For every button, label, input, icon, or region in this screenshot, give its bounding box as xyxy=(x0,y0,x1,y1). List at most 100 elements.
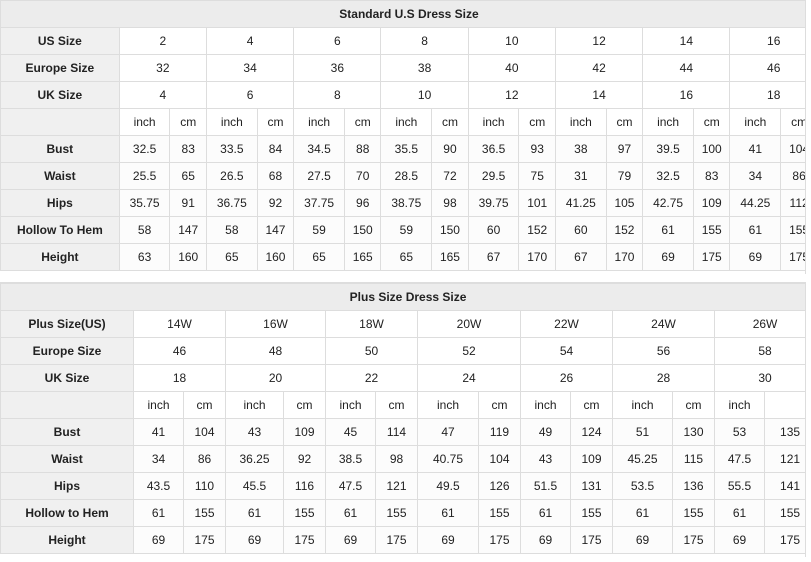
measurement-cell: 126 xyxy=(478,472,521,500)
measurement-cell: 68 xyxy=(256,162,295,190)
measurement-cell: 104 xyxy=(183,418,226,446)
measurement-cell: 63 xyxy=(118,243,171,271)
row-label: UK Size xyxy=(0,364,134,392)
measurement-cell: 136 xyxy=(672,472,715,500)
measurement-cell: 175 xyxy=(570,526,613,554)
row-label: Hollow To Hem xyxy=(0,216,120,244)
measurement-row: Height 69 175 69 175 69 175 69 175 69 175 69 175 69 17… xyxy=(0,526,805,554)
unit-header: inch xyxy=(225,391,284,419)
measurement-cell: 38.75 xyxy=(380,189,433,217)
size-row: US Size 2 4 6 8 10 12 14 16 xyxy=(0,27,805,55)
measurement-cell: 170 xyxy=(605,243,644,271)
measurement-cell: 175 xyxy=(478,526,521,554)
measurement-cell: 101 xyxy=(518,189,556,217)
row-label: Height xyxy=(0,243,120,271)
unit-header: cm xyxy=(169,108,207,136)
measurement-cell: 38 xyxy=(554,135,607,163)
measurement-cell: 61 xyxy=(520,499,571,527)
size-cell: 10 xyxy=(467,27,556,55)
size-cell: 36 xyxy=(293,54,382,82)
row-label: Europe Size xyxy=(0,337,134,365)
size-cell: 34 xyxy=(205,54,295,82)
unit-header: cm xyxy=(605,108,644,136)
measurement-cell: 39.75 xyxy=(467,189,520,217)
measurement-cell: 69 xyxy=(520,526,571,554)
measurement-row: Hollow To Hem 58 147 58 147 59 150 59 150 60 152 60… xyxy=(0,216,805,244)
size-cell: 26W xyxy=(713,310,805,338)
size-cell: 6 xyxy=(205,81,295,109)
measurement-cell: 175 xyxy=(780,243,805,271)
size-cell: 12 xyxy=(467,81,556,109)
plus-size-table: Plus Size Dress Size Plus Size(US) 14W 16W 1… xyxy=(0,283,805,554)
row-label: Height xyxy=(0,526,134,554)
measurement-cell: 90 xyxy=(431,135,469,163)
size-cell: 4 xyxy=(118,81,207,109)
measurement-cell: 69 xyxy=(417,526,479,554)
unit-header: inch xyxy=(118,108,171,136)
size-cell: 54 xyxy=(520,337,613,365)
measurement-cell: 96 xyxy=(343,189,382,217)
size-cell: 20 xyxy=(225,364,326,392)
measurement-cell: 67 xyxy=(554,243,607,271)
size-row: UK Size 18 20 22 24 26 28 30 xyxy=(0,364,805,392)
table-title: Plus Size Dress Size xyxy=(0,283,805,311)
unit-header xyxy=(763,391,805,419)
size-cell: 2 xyxy=(118,27,207,55)
size-cell: 14 xyxy=(642,27,731,55)
unit-header: inch xyxy=(133,391,184,419)
size-cell: 18W xyxy=(325,310,418,338)
size-cell: 24W xyxy=(612,310,715,338)
size-cell: 38 xyxy=(380,54,469,82)
measurement-cell: 61 xyxy=(612,499,673,527)
unit-header: inch xyxy=(554,108,607,136)
unit-header: cm xyxy=(283,391,326,419)
row-label: Hips xyxy=(0,189,120,217)
measurement-cell: 119 xyxy=(478,418,521,446)
measurement-row: Waist 25.5 65 26.5 68 27.5 70 28.5 72 29.5 75 31 79 3… xyxy=(0,162,805,190)
standard-size-chart: Standard U.S Dress Size US Size 2 4 6 8 10 12 14… xyxy=(0,0,806,274)
size-cell: 10 xyxy=(380,81,469,109)
size-row: Plus Size(US) 14W 16W 18W 20W 22W 24W 26W xyxy=(0,310,805,338)
size-cell: 32 xyxy=(118,54,207,82)
size-cell: 56 xyxy=(612,337,715,365)
measurement-cell: 88 xyxy=(343,135,382,163)
measurement-cell: 115 xyxy=(672,445,715,473)
size-cell: 14 xyxy=(554,81,644,109)
measurement-cell: 141 xyxy=(763,472,805,500)
measurement-cell: 86 xyxy=(183,445,226,473)
measurement-cell: 165 xyxy=(343,243,382,271)
size-cell: 18 xyxy=(133,364,226,392)
measurement-cell: 36.25 xyxy=(225,445,284,473)
measurement-cell: 58 xyxy=(118,216,171,244)
title-row: Standard U.S Dress Size xyxy=(0,0,805,28)
row-label: US Size xyxy=(0,27,120,55)
measurement-cell: 38.5 xyxy=(325,445,376,473)
measurement-cell: 33.5 xyxy=(205,135,258,163)
measurement-cell: 79 xyxy=(605,162,644,190)
size-cell: 8 xyxy=(380,27,469,55)
measurement-cell: 41.25 xyxy=(554,189,607,217)
measurement-cell: 165 xyxy=(431,243,469,271)
measurement-cell: 65 xyxy=(205,243,258,271)
size-cell: 50 xyxy=(325,337,418,365)
measurement-cell: 65 xyxy=(293,243,345,271)
measurement-row: Bust 41 104 43 109 45 114 47 119 49 124 51 130 53 135 xyxy=(0,418,805,446)
measurement-cell: 45.25 xyxy=(612,445,673,473)
unit-header: inch xyxy=(729,108,782,136)
size-cell: 28 xyxy=(612,364,715,392)
size-cell: 18 xyxy=(729,81,805,109)
measurement-cell: 175 xyxy=(763,526,805,554)
measurement-cell: 32.5 xyxy=(118,135,171,163)
unit-header: cm xyxy=(375,391,418,419)
row-label: Europe Size xyxy=(0,54,120,82)
measurement-cell: 75 xyxy=(518,162,556,190)
measurement-cell: 135 xyxy=(763,418,805,446)
measurement-cell: 67 xyxy=(467,243,520,271)
size-cell: 40 xyxy=(467,54,556,82)
size-cell: 22W xyxy=(520,310,613,338)
measurement-cell: 175 xyxy=(692,243,731,271)
unit-header: inch xyxy=(293,108,345,136)
unit-header: inch xyxy=(380,108,433,136)
measurement-cell: 155 xyxy=(375,499,418,527)
measurement-cell: 43 xyxy=(225,418,284,446)
